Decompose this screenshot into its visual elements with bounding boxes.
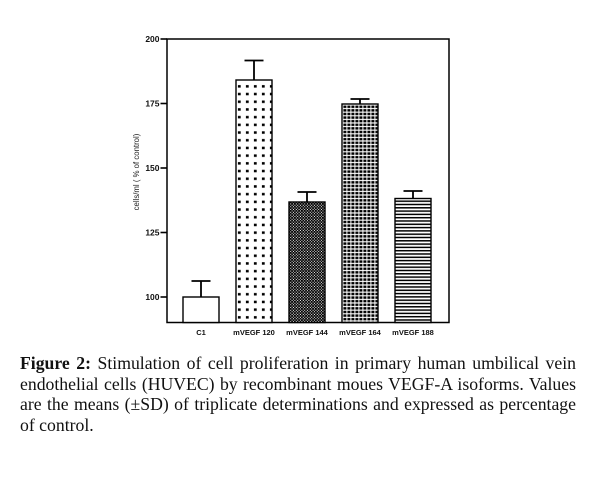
svg-text:150: 150 xyxy=(145,163,159,173)
svg-text:175: 175 xyxy=(145,99,159,109)
svg-text:125: 125 xyxy=(145,228,159,238)
svg-text:100: 100 xyxy=(145,292,159,302)
svg-text:C1: C1 xyxy=(196,328,206,337)
svg-text:mVEGF 188: mVEGF 188 xyxy=(392,328,434,337)
svg-text:mVEGF 164: mVEGF 164 xyxy=(339,328,382,337)
svg-text:mVEGF 144: mVEGF 144 xyxy=(286,328,329,337)
svg-text:200: 200 xyxy=(145,34,159,44)
svg-text:mVEGF 120: mVEGF 120 xyxy=(233,328,275,337)
svg-text:cells/ml ( % of control): cells/ml ( % of control) xyxy=(132,133,141,210)
